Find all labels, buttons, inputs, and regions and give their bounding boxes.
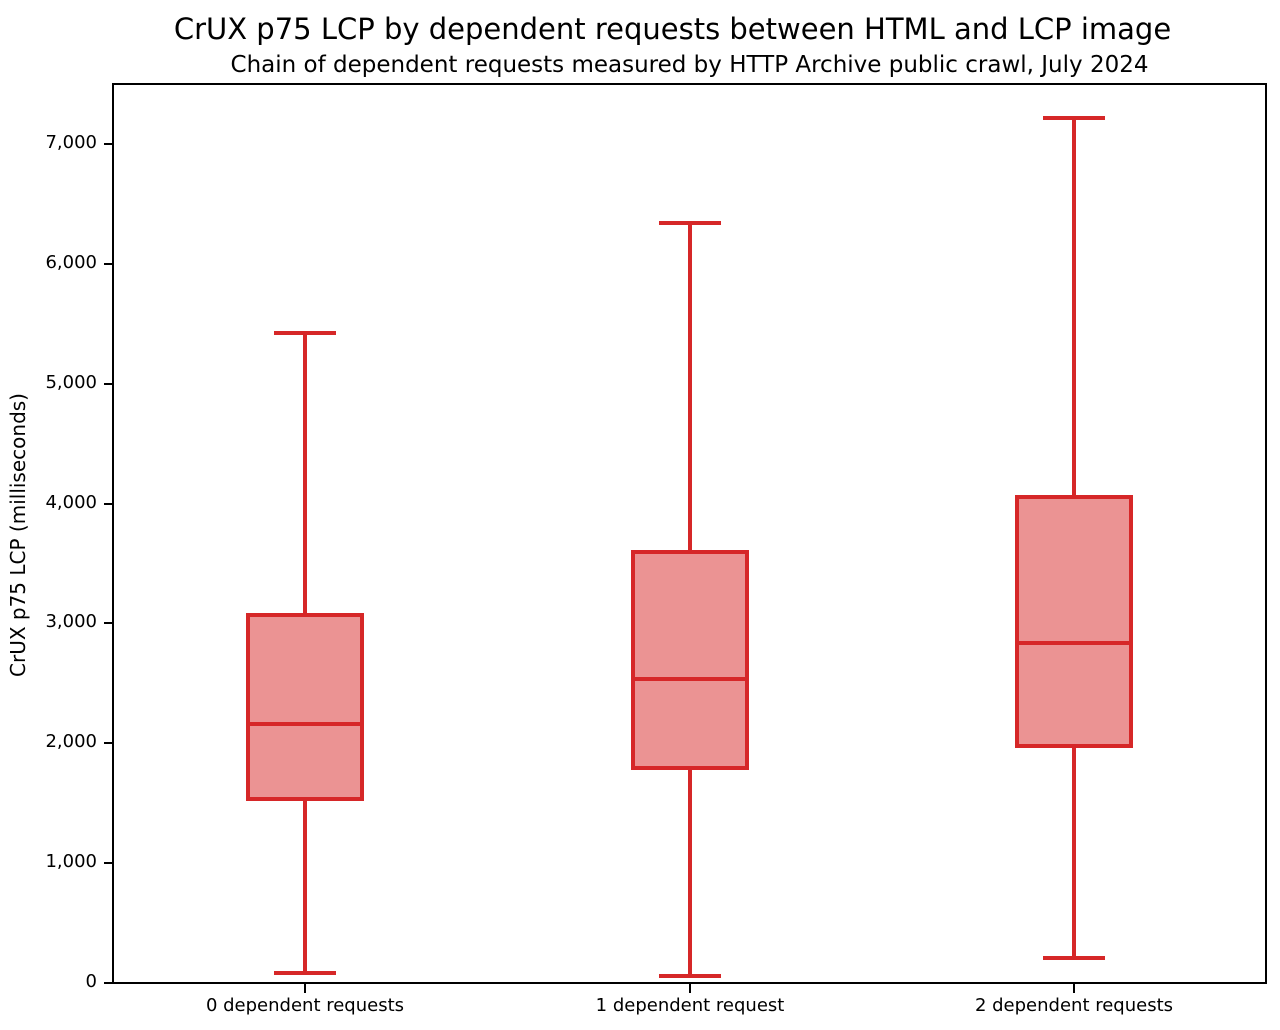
y-tick-mark (104, 383, 113, 385)
y-tick-mark (104, 862, 113, 864)
x-tick-label: 2 dependent requests (974, 995, 1174, 1016)
boxplot-box (246, 613, 364, 801)
y-tick-mark (104, 503, 113, 505)
y-tick-label: 6,000 (45, 252, 97, 273)
y-tick-mark (104, 622, 113, 624)
upper-whisker-cap (1043, 116, 1105, 120)
median-line (631, 677, 749, 681)
y-tick-label: 1,000 (45, 851, 97, 872)
x-tick-mark (1073, 984, 1075, 993)
y-axis-label-text: CrUX p75 LCP (milliseconds) (6, 393, 30, 677)
chart-title: CrUX p75 LCP by dependent requests betwe… (173, 12, 1172, 46)
x-tick-label: 1 dependent request (595, 995, 785, 1016)
upper-whisker-line (688, 223, 692, 550)
upper-whisker-cap (274, 331, 336, 335)
y-tick-label: 4,000 (45, 492, 97, 513)
y-tick-mark (104, 263, 113, 265)
y-tick-label: 3,000 (45, 611, 97, 632)
y-tick-label: 2,000 (45, 731, 97, 752)
y-tick-mark (104, 982, 113, 984)
lower-whisker-cap (659, 974, 721, 978)
x-tick-mark (304, 984, 306, 993)
upper-whisker-cap (659, 221, 721, 225)
lower-whisker-cap (1043, 956, 1105, 960)
upper-whisker-line (1072, 118, 1076, 495)
lower-whisker-line (303, 801, 307, 973)
boxplot-box (1015, 495, 1133, 748)
y-tick-label: 5,000 (45, 372, 97, 393)
lower-whisker-line (1072, 748, 1076, 958)
upper-whisker-line (303, 333, 307, 613)
median-line (246, 722, 364, 726)
lower-whisker-line (688, 770, 692, 976)
x-tick-label: 0 dependent requests (205, 995, 405, 1016)
y-tick-mark (104, 143, 113, 145)
boxplot-box (631, 550, 749, 770)
lower-whisker-cap (274, 971, 336, 975)
y-tick-label: 0 (85, 971, 97, 992)
y-tick-label: 7,000 (45, 132, 97, 153)
chart-subtitle: Chain of dependent requests measured by … (230, 52, 1149, 78)
x-tick-mark (689, 984, 691, 993)
median-line (1015, 641, 1133, 645)
y-tick-mark (104, 742, 113, 744)
